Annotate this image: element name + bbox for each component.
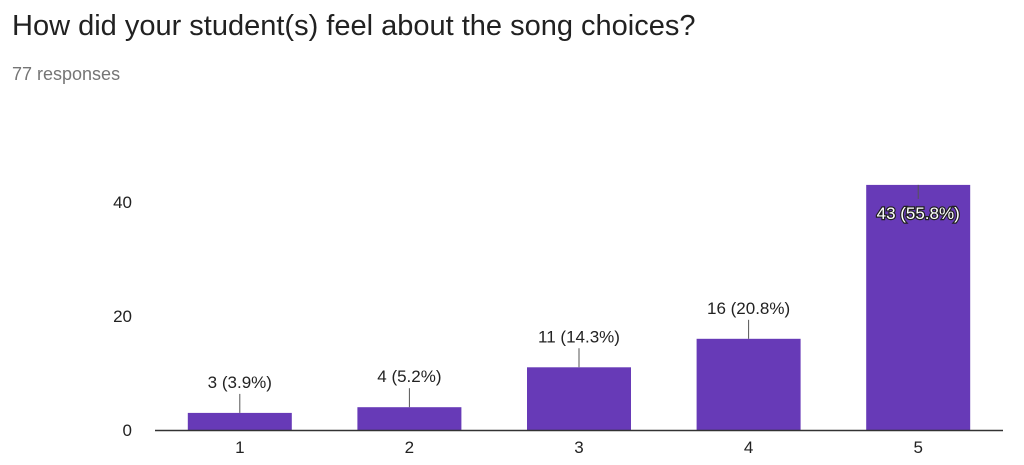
label-leaders	[239, 184, 919, 413]
bar	[527, 367, 631, 430]
data-label: 4 (5.2%)	[377, 367, 441, 386]
x-tick-label: 4	[744, 438, 753, 457]
data-label: 3 (3.9%)	[208, 373, 272, 392]
x-tick-label: 1	[235, 438, 244, 457]
question-title: How did your student(s) feel about the s…	[12, 10, 696, 42]
response-count: 77 responses	[12, 64, 121, 84]
bar	[866, 184, 971, 430]
x-tick-label: 5	[913, 438, 922, 457]
data-label: 16 (20.8%)	[707, 299, 790, 318]
bar	[357, 407, 462, 430]
x-tick-label: 2	[405, 438, 414, 457]
y-tick-label: 40	[113, 193, 132, 212]
y-tick-label: 20	[113, 307, 132, 326]
bars	[187, 184, 971, 430]
y-tick-label: 0	[123, 421, 132, 440]
x-tick-label: 3	[574, 438, 583, 457]
x-axis-ticks: 1 2 3 4 5	[235, 438, 923, 457]
bar	[187, 412, 292, 430]
data-label: 11 (14.3%)	[538, 327, 620, 346]
data-label: 43 (55.8%)	[877, 204, 960, 223]
data-labels: 3 (3.9%) 4 (5.2%) 11 (14.3%) 16 (20.8%) 43 (…	[208, 203, 961, 392]
y-axis-ticks: 0 20 40	[113, 193, 132, 440]
bar	[696, 338, 801, 430]
